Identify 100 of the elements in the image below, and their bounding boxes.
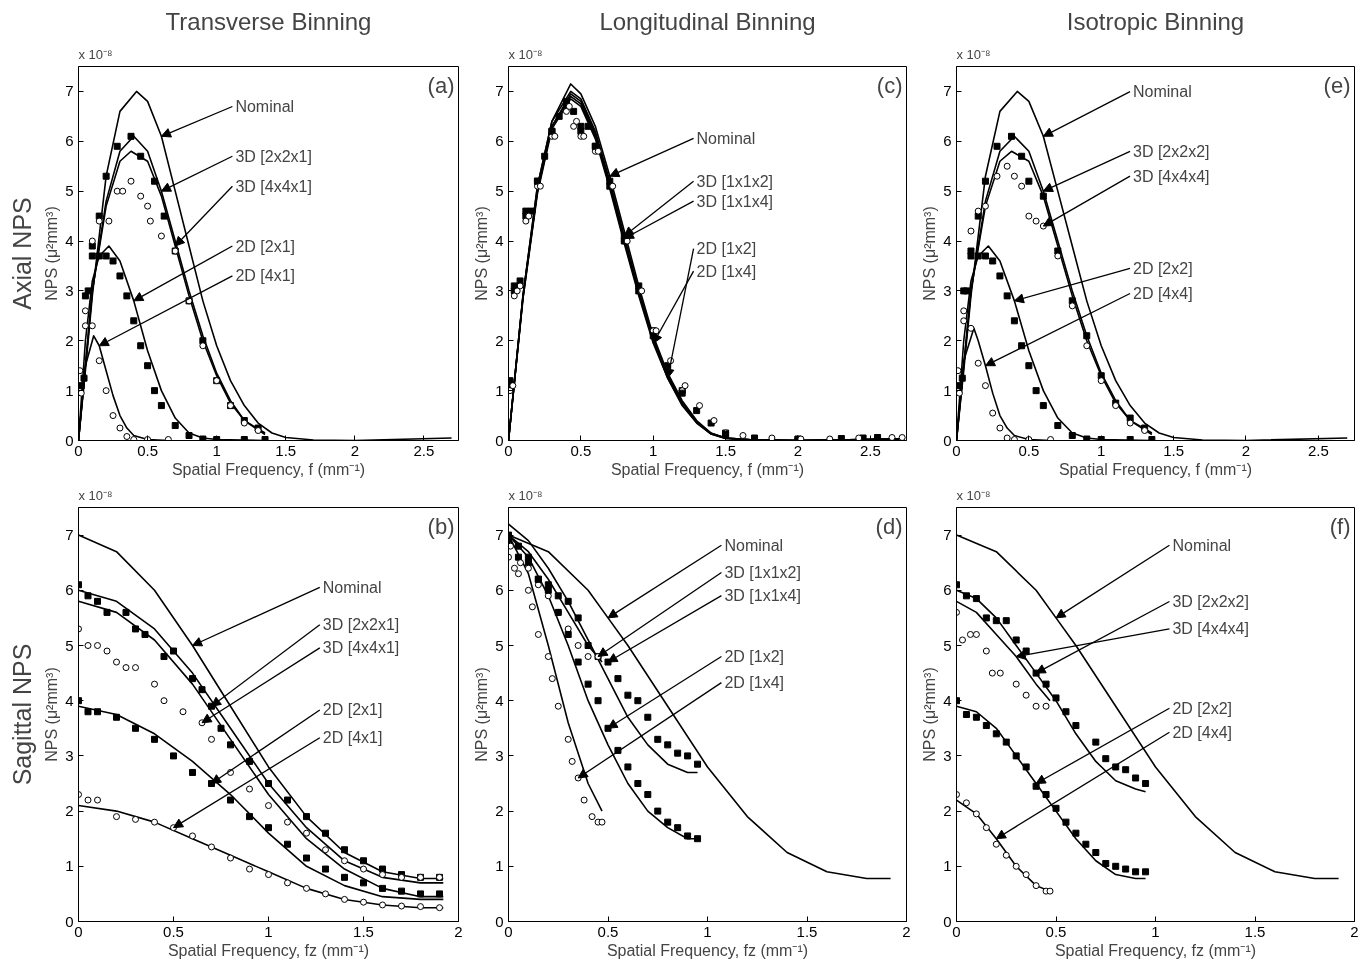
y-tick-label: 3 (943, 746, 952, 764)
x-axis-title: Spatial Frequency, f (mm⁻¹) (610, 460, 805, 478)
annotation: (b) (427, 513, 455, 539)
x-tick-label: 2 (454, 922, 463, 940)
annotation: Nominal (1133, 83, 1192, 101)
y-tick-label: 3 (65, 281, 74, 299)
y-tick-label: 2 (943, 802, 952, 820)
y-tick-label: 2 (65, 331, 74, 349)
x-tick-label: 2 (793, 441, 803, 459)
x-tick-label: 1 (1151, 922, 1160, 940)
y-tick-label: 3 (495, 281, 504, 299)
y-axis-title: NPS (μ²mm³) (473, 206, 491, 301)
annotation: 2D [2x1] (235, 237, 295, 255)
annotation: 2D [1x4] (724, 674, 785, 692)
annotation: 2D [4x1] (235, 267, 295, 285)
x-tick-label: 1.5 (1244, 922, 1266, 940)
x-tick-label: 0.5 (137, 441, 159, 459)
y-tick-label: 7 (65, 526, 74, 544)
x-axis-title: Spatial Frequency, f (mm⁻¹) (171, 460, 366, 478)
annotation: Nominal (235, 98, 295, 116)
text: x 10⁻⁸ (508, 46, 543, 62)
y-tick-label: 5 (65, 182, 74, 200)
annotation: 2D [1x2] (724, 648, 785, 666)
y-tick-label: 5 (65, 636, 74, 654)
annotation: 3D [2x2x1] (235, 147, 312, 165)
y-tick-label: 7 (495, 82, 504, 100)
y-tick-label: 5 (495, 182, 504, 200)
y-tick-label: 1 (943, 857, 952, 875)
y-tick-label: 6 (495, 581, 504, 599)
x-tick-label: 1 (703, 922, 712, 940)
annotation: 2D [1x2] (696, 240, 757, 258)
x-tick-label: 0.5 (163, 922, 184, 940)
x-axis-title: Spatial Frequency, fz (mm⁻¹) (1054, 941, 1257, 959)
annotation: 2D [2x2] (1172, 699, 1233, 717)
annotation: 3D [1x1x2] (696, 172, 774, 190)
x-axis-title: Spatial Frequency, f (mm⁻¹) (1058, 460, 1253, 478)
y-tick-label: 6 (495, 132, 504, 150)
text: x 10⁻⁸ (508, 487, 543, 503)
annotation: (c) (876, 72, 903, 98)
annotation: 3D [2x2x2] (1172, 592, 1249, 610)
annotation: 3D [1x1x4] (696, 192, 774, 210)
x-tick-label: 1.5 (275, 441, 297, 459)
x-tick-label: 0.5 (1018, 441, 1040, 459)
x-tick-label: 1.5 (796, 922, 818, 940)
annotation: Nominal (1172, 536, 1232, 554)
x-tick-label: 1 (649, 441, 658, 459)
annotation: 3D [4x4x4] (1172, 620, 1249, 638)
y-tick-label: 7 (495, 526, 504, 544)
x-tick-label: 2 (350, 441, 360, 459)
y-axis-title: NPS (μ²mm³) (43, 667, 61, 762)
annotation: 2D [4x1] (322, 729, 383, 747)
annotation: 3D [2x2x1] (322, 616, 400, 634)
y-axis-title: NPS (μ²mm³) (473, 667, 491, 762)
x-tick-label: 0.5 (1045, 922, 1067, 940)
x-tick-label: 2 (1241, 441, 1251, 459)
y-tick-label: 6 (65, 132, 74, 150)
y-tick-label: 6 (943, 581, 952, 599)
annotation: Nominal (696, 129, 756, 147)
x-tick-label: 0.5 (597, 922, 619, 940)
x-tick-label: 1.5 (1163, 441, 1185, 459)
y-tick-label: 2 (495, 331, 504, 349)
y-tick-label: 2 (495, 802, 504, 820)
x-tick-label: 0.5 (570, 441, 592, 459)
text: Axial NPS (7, 197, 36, 310)
chart-title: Longitudinal Binning (599, 7, 816, 35)
annotation: 3D [1x1x2] (724, 564, 801, 581)
x-tick-label: 2 (902, 922, 911, 940)
x-tick-label: 2.5 (413, 441, 435, 459)
y-tick-label: 4 (495, 691, 504, 709)
y-tick-label: 4 (495, 232, 504, 250)
x-tick-label: 1 (212, 441, 221, 459)
y-tick-label: 2 (65, 802, 74, 820)
annotation: Nominal (322, 578, 382, 596)
x-tick-label: 1 (264, 922, 273, 940)
text: x 10⁻⁸ (956, 487, 991, 503)
y-tick-label: 5 (495, 636, 504, 654)
annotation: (a) (427, 72, 455, 98)
y-tick-label: 3 (943, 281, 952, 299)
y-tick-label: 6 (943, 132, 952, 150)
y-tick-label: 1 (495, 857, 504, 875)
annotation: Nominal (724, 536, 784, 554)
annotation: 3D [1x1x4] (724, 587, 801, 605)
y-tick-label: 5 (943, 636, 952, 654)
annotation: (d) (875, 513, 903, 539)
chart-title: Transverse Binning (165, 7, 372, 35)
annotation: (e) (1323, 72, 1351, 98)
y-tick-label: 5 (943, 182, 952, 200)
y-tick-label: 4 (943, 691, 952, 709)
y-axis-title: NPS (μ²mm³) (921, 206, 939, 301)
y-tick-label: 7 (943, 82, 952, 100)
annotation: 3D [4x4x1] (322, 639, 400, 657)
text: x 10⁻⁸ (956, 46, 991, 62)
annotation: 3D [4x4x4] (1133, 167, 1210, 185)
y-tick-label: 7 (65, 82, 74, 100)
y-tick-label: 3 (495, 746, 504, 764)
y-tick-label: 1 (495, 381, 504, 399)
annotation: 3D [2x2x2] (1133, 142, 1210, 160)
x-axis-title: Spatial Frequency, fz (mm⁻¹) (167, 941, 370, 959)
x-tick-label: 2.5 (859, 441, 881, 459)
annotation: 2D [4x4] (1172, 723, 1233, 741)
